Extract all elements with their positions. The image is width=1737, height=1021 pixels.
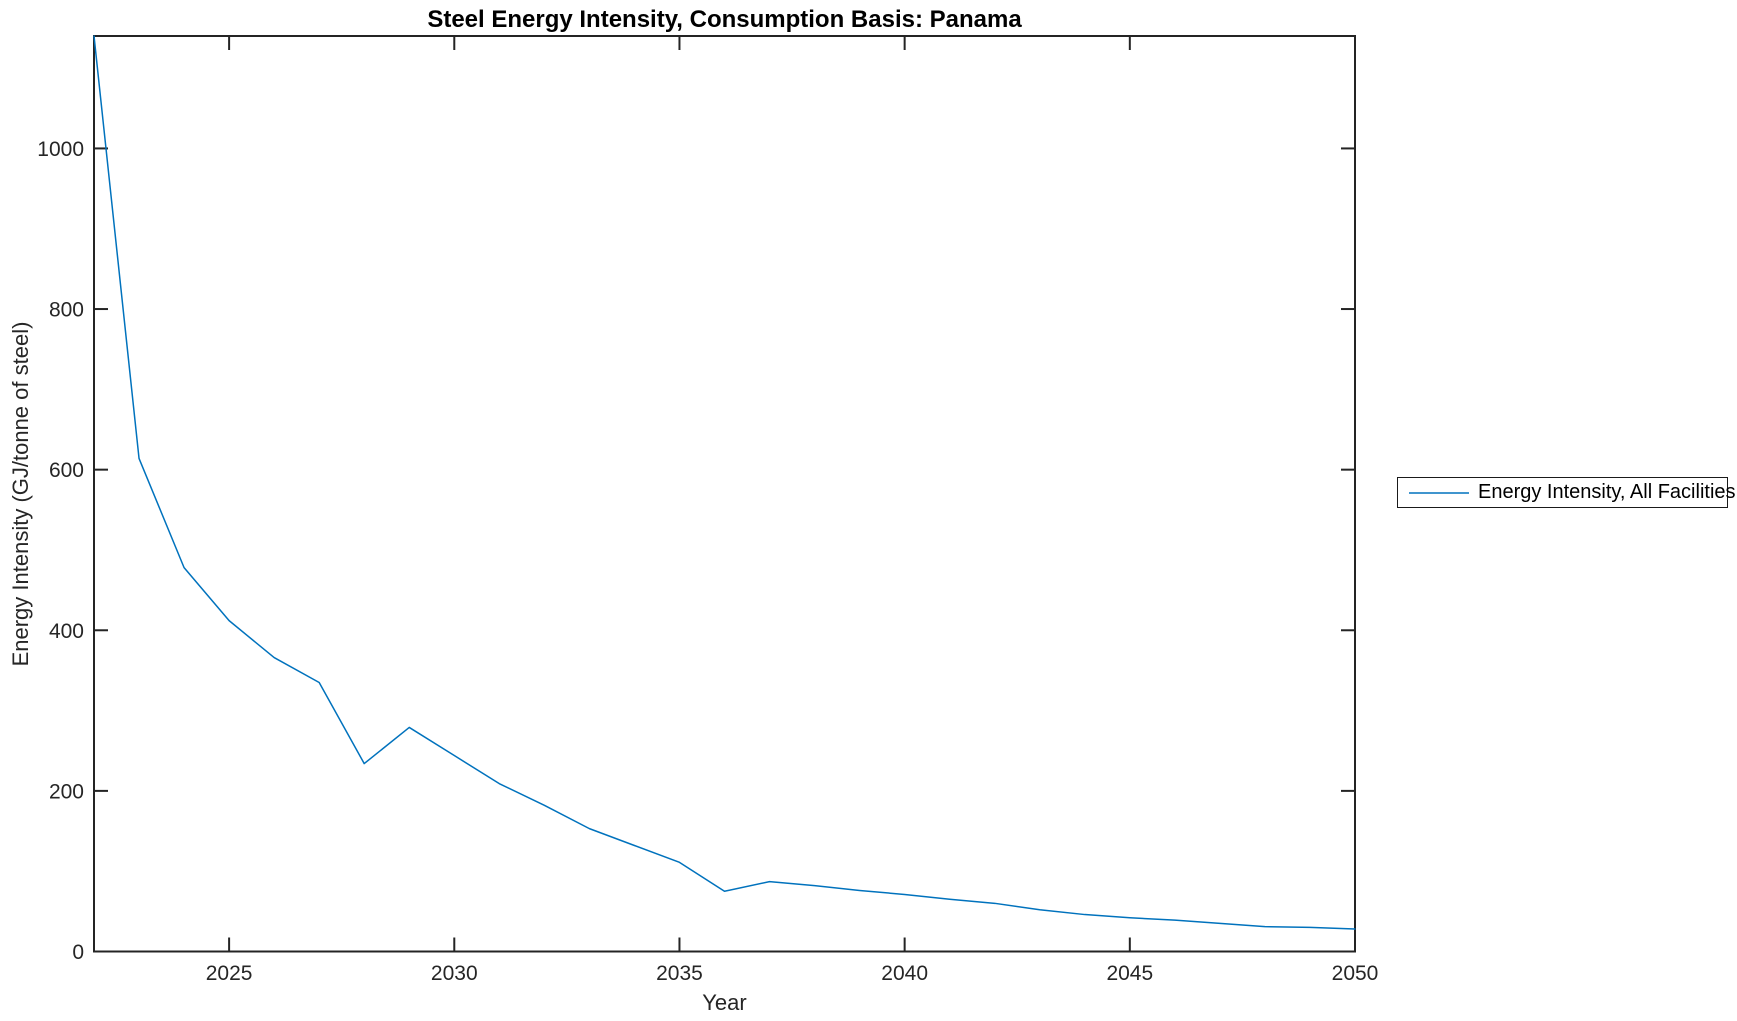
legend-line-sample: [1409, 491, 1469, 494]
x-tick-label: 2035: [656, 962, 703, 985]
y-tick-label: 400: [49, 620, 84, 643]
legend-entry-label: Energy Intensity, All Facilities: [1478, 481, 1736, 503]
x-axis-label: Year: [702, 990, 747, 1015]
y-tick-label: 800: [49, 299, 84, 322]
axes-box: [93, 35, 1356, 953]
x-tick-label: 2050: [1332, 962, 1379, 985]
x-tick-label: 2030: [431, 962, 478, 985]
y-tick-label: 600: [49, 459, 84, 482]
y-tick-label: 200: [49, 780, 84, 803]
x-tick-label: 2045: [1106, 962, 1153, 985]
y-tick-label: 1000: [37, 138, 84, 161]
legend-box: Energy Intensity, All Facilities: [1397, 477, 1736, 508]
x-tick-label: 2025: [206, 962, 253, 985]
x-tick-label: 2040: [881, 962, 928, 985]
chart-title: Steel Energy Intensity, Consumption Basi…: [427, 6, 1022, 33]
data-line: [93, 35, 1356, 930]
y-tick-label: 0: [72, 941, 84, 964]
